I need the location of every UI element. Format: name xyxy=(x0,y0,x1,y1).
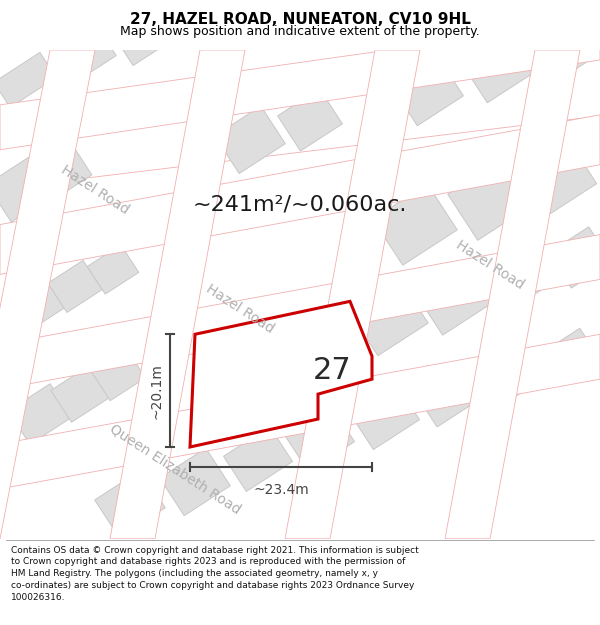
Polygon shape xyxy=(539,328,600,386)
Polygon shape xyxy=(48,261,102,312)
Polygon shape xyxy=(6,276,64,332)
Polygon shape xyxy=(0,50,95,539)
Polygon shape xyxy=(467,41,533,102)
Polygon shape xyxy=(478,345,542,407)
Polygon shape xyxy=(0,52,56,107)
Polygon shape xyxy=(548,227,600,288)
Polygon shape xyxy=(0,158,53,222)
Polygon shape xyxy=(373,184,457,265)
Text: Hazel Road: Hazel Road xyxy=(58,162,131,217)
Polygon shape xyxy=(87,245,139,294)
Text: 27: 27 xyxy=(313,356,352,386)
Text: Contains OS data © Crown copyright and database right 2021. This information is : Contains OS data © Crown copyright and d… xyxy=(11,546,419,602)
Polygon shape xyxy=(95,470,166,538)
Polygon shape xyxy=(539,24,600,80)
Polygon shape xyxy=(285,50,420,539)
Polygon shape xyxy=(51,366,109,423)
Text: Queen Elizabeth Road: Queen Elizabeth Road xyxy=(107,421,243,516)
Polygon shape xyxy=(190,301,372,447)
Text: ~20.1m: ~20.1m xyxy=(149,362,163,419)
Polygon shape xyxy=(91,348,145,401)
Text: ~23.4m: ~23.4m xyxy=(253,483,309,497)
Text: Hazel Road: Hazel Road xyxy=(203,282,277,336)
Polygon shape xyxy=(523,142,596,214)
Polygon shape xyxy=(483,241,557,311)
Polygon shape xyxy=(0,115,600,274)
Text: ~241m²/~0.060ac.: ~241m²/~0.060ac. xyxy=(193,194,407,214)
Polygon shape xyxy=(350,384,419,449)
Text: 27, HAZEL ROAD, NUNEATON, CV10 9HL: 27, HAZEL ROAD, NUNEATON, CV10 9HL xyxy=(130,12,470,28)
Polygon shape xyxy=(415,259,494,335)
Polygon shape xyxy=(0,234,600,389)
Polygon shape xyxy=(160,448,230,516)
Polygon shape xyxy=(8,384,72,444)
Polygon shape xyxy=(0,334,600,489)
Polygon shape xyxy=(28,141,92,202)
Polygon shape xyxy=(286,406,355,471)
Text: Hazel Road: Hazel Road xyxy=(454,238,527,292)
Polygon shape xyxy=(54,31,116,86)
Polygon shape xyxy=(445,50,580,539)
Polygon shape xyxy=(415,365,481,427)
Polygon shape xyxy=(352,283,428,356)
Text: Map shows position and indicative extent of the property.: Map shows position and indicative extent… xyxy=(120,24,480,38)
Polygon shape xyxy=(0,20,600,150)
Polygon shape xyxy=(0,40,600,189)
Polygon shape xyxy=(117,11,179,66)
Polygon shape xyxy=(448,159,532,240)
Polygon shape xyxy=(215,106,286,174)
Polygon shape xyxy=(278,89,343,151)
Polygon shape xyxy=(110,50,245,539)
Polygon shape xyxy=(397,64,463,126)
Polygon shape xyxy=(223,426,293,491)
